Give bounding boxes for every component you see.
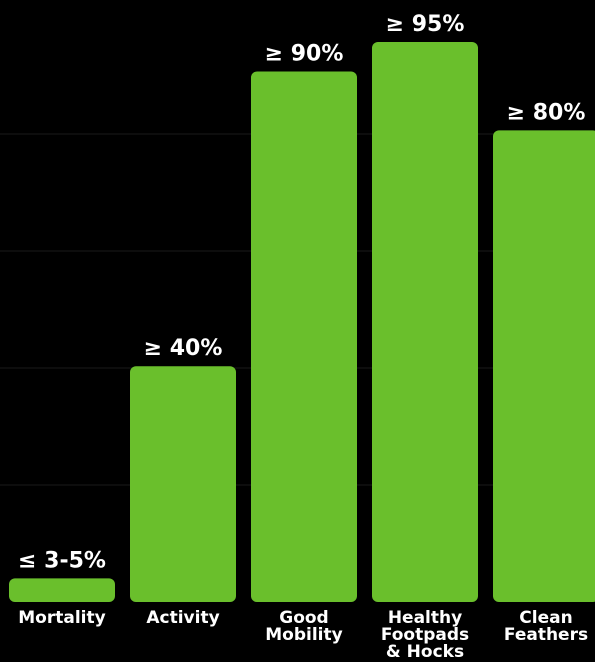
category-label-line: Healthy — [388, 608, 462, 628]
bars — [9, 42, 595, 602]
category-label-line: Mortality — [18, 608, 105, 628]
category-label-line: Mobility — [265, 625, 342, 645]
bar — [372, 42, 478, 602]
bar — [130, 366, 236, 602]
category-labels: Mortality Activity Good Mobility Healthy Foot… — [18, 608, 588, 662]
data-label: ≤ 3-5% — [18, 548, 106, 573]
value-labels: ≤ 3-5% ≥ 40% ≥ 90% ≥ 95% ≥ 80% — [18, 12, 585, 573]
category-label: Clean Feathers — [504, 608, 588, 645]
category-label: Mortality — [18, 608, 105, 628]
bar — [493, 130, 595, 602]
category-label-line: Activity — [146, 608, 219, 628]
data-label: ≥ 80% — [507, 100, 586, 125]
category-label-line: & Hocks — [386, 642, 464, 662]
data-label: ≥ 95% — [386, 12, 465, 37]
category-label-line: Footpads — [381, 625, 469, 645]
category-label-line: Feathers — [504, 625, 588, 645]
bar — [251, 71, 357, 602]
category-label: Activity — [146, 608, 219, 628]
bar — [9, 578, 115, 602]
category-label: Healthy Footpads & Hocks — [381, 608, 469, 662]
category-label: Good Mobility — [265, 608, 342, 645]
data-label: ≥ 40% — [144, 336, 223, 361]
data-label: ≥ 90% — [265, 41, 344, 66]
category-label-line: Good — [279, 608, 328, 628]
category-label-line: Clean — [519, 608, 572, 628]
